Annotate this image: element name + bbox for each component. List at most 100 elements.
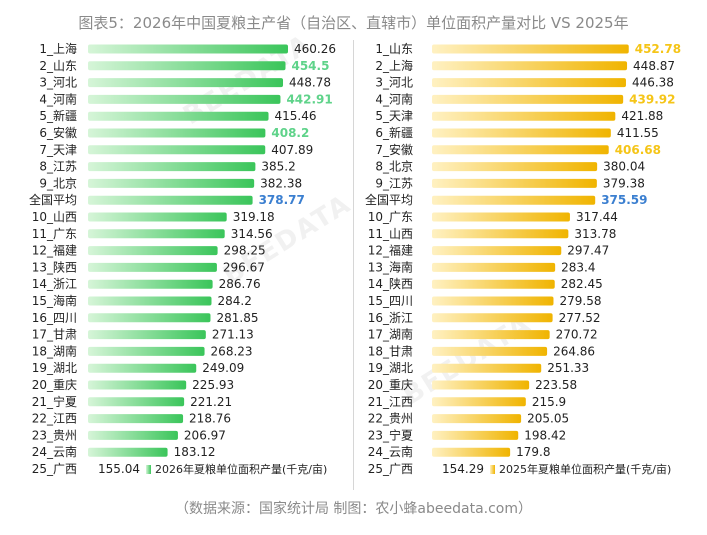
right-bar	[432, 61, 628, 71]
left-data-label: 415.46	[275, 109, 317, 123]
left-bar	[88, 363, 197, 373]
right-tick-label: 20_重庆	[368, 378, 413, 392]
left-data-label: 183.12	[174, 445, 216, 459]
right-data-label: 379.38	[603, 176, 645, 190]
left-data-label: 249.09	[202, 361, 244, 375]
right-bar	[432, 262, 556, 272]
left-tick-label: 9_北京	[39, 176, 77, 190]
right-bar	[432, 195, 596, 205]
right-tick-label: 8_北京	[375, 160, 413, 174]
right-tick-label: 3_河北	[375, 76, 413, 90]
right-tick-label: 22_贵州	[368, 412, 413, 426]
left-tick-label: 25_广西	[32, 462, 77, 476]
right-bar	[432, 94, 624, 104]
right-data-label: 179.8	[516, 445, 550, 459]
left-data-label: 454.5	[291, 59, 329, 73]
left-bar	[88, 61, 286, 71]
right-tick-label: 10_广东	[368, 210, 413, 224]
right-data-label: 154.29	[442, 462, 484, 476]
left-tick-label: 20_重庆	[32, 378, 77, 392]
right-bar	[432, 128, 611, 138]
right-data-label: 277.52	[559, 311, 601, 325]
right-data-label: 411.55	[617, 126, 659, 140]
left-tick-label: 21_宁夏	[32, 394, 77, 409]
left-data-label: 407.89	[271, 143, 313, 157]
right-data-label: 283.4	[561, 260, 595, 274]
right-data-label: 215.9	[532, 395, 566, 409]
right-tick-label: 24_云南	[368, 444, 413, 459]
right-bar	[432, 212, 570, 222]
right-bar	[432, 296, 554, 306]
left-data-label: 271.13	[212, 328, 254, 342]
right-bar	[432, 78, 626, 88]
right-tick-label: 2_上海	[375, 58, 413, 73]
left-bar	[88, 447, 168, 457]
right-tick-label: 23_宁夏	[368, 427, 413, 442]
left-bar	[88, 430, 178, 440]
right-bar	[432, 380, 530, 390]
left-tick-label: 12_福建	[32, 243, 77, 258]
chart-title: 图表5：2026年中国夏粮主产省（自治区、直辖市）单位面积产量对比 VS 202…	[78, 14, 629, 32]
left-tick-label: 全国平均	[29, 192, 77, 207]
right-bar	[432, 397, 526, 407]
right-data-label: 198.42	[524, 428, 566, 442]
right-bar	[432, 363, 542, 373]
right-data-label: 270.72	[556, 328, 598, 342]
right-data-label: 205.05	[527, 412, 569, 426]
left-data-label: 281.85	[216, 311, 258, 325]
left-data-label: 221.21	[190, 395, 232, 409]
right-legend-swatch	[490, 465, 495, 474]
source-note: （数据来源：国家统计局 制图：农小蜂abeedata.com）	[174, 501, 533, 517]
left-bar	[88, 414, 184, 424]
right-data-label: 313.78	[574, 227, 616, 241]
right-tick-label: 17_湖南	[368, 327, 413, 342]
left-bar	[88, 212, 227, 222]
left-data-label: 218.76	[189, 412, 231, 426]
right-bar	[432, 313, 553, 323]
right-bar	[432, 414, 522, 424]
right-data-label: 317.44	[576, 210, 618, 224]
right-bar	[432, 430, 519, 440]
right-data-label: 446.38	[632, 76, 674, 90]
right-tick-label: 15_四川	[368, 294, 413, 308]
left-tick-label: 5_新疆	[39, 108, 77, 123]
left-tick-label: 2_山东	[39, 59, 77, 73]
right-data-label: 452.78	[635, 42, 681, 56]
left-bar	[88, 44, 288, 54]
right-bar	[432, 162, 598, 172]
right-data-label: 375.59	[601, 193, 647, 207]
left-data-label: 298.25	[224, 244, 266, 258]
left-data-label: 314.56	[231, 227, 273, 241]
left-tick-label: 16_四川	[32, 311, 77, 325]
left-bar	[88, 313, 211, 323]
left-tick-label: 4_河南	[39, 91, 77, 106]
left-data-label: 206.97	[184, 428, 226, 442]
right-data-label: 223.58	[535, 378, 577, 392]
right-bar	[432, 111, 616, 121]
right-bar	[432, 178, 597, 188]
left-legend-swatch	[146, 465, 151, 474]
panel-divider	[353, 40, 354, 490]
left-tick-label: 8_江苏	[39, 160, 77, 174]
right-data-label: 380.04	[603, 160, 645, 174]
left-data-label: 442.91	[286, 92, 332, 106]
right-data-label: 448.87	[633, 59, 675, 73]
left-bar	[88, 397, 185, 407]
left-tick-label: 19_湖北	[32, 360, 77, 375]
right-data-label: 439.92	[629, 92, 675, 106]
right-tick-label: 5_天津	[375, 109, 413, 123]
left-data-label: 296.67	[223, 260, 265, 274]
right-bar	[432, 346, 548, 356]
left-tick-label: 23_贵州	[32, 428, 77, 442]
right-data-label: 406.68	[615, 143, 661, 157]
left-bar	[88, 330, 206, 340]
right-tick-label: 18_甘肃	[368, 344, 413, 358]
left-bar	[88, 178, 255, 188]
left-data-label: 268.23	[211, 344, 253, 358]
right-data-label: 279.58	[559, 294, 601, 308]
right-data-label: 251.33	[547, 361, 589, 375]
left-bar	[88, 78, 284, 88]
left-bar	[88, 262, 217, 272]
right-tick-label: 9_江苏	[375, 176, 413, 190]
